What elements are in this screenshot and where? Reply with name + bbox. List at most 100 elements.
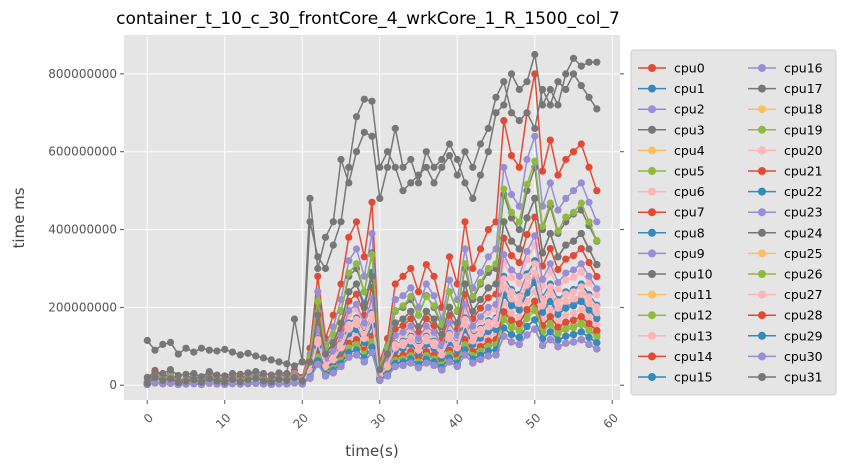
data-point-cpu7 <box>523 231 531 239</box>
data-point-cpu7 <box>352 290 361 298</box>
data-point-cpu0 <box>577 140 585 148</box>
data-point-cpu27 <box>461 320 469 329</box>
data-point-cpu20 <box>569 288 578 296</box>
data-point-cpu0 <box>538 167 547 175</box>
data-point-cpu22 <box>593 315 601 323</box>
legend-marker <box>648 146 656 155</box>
data-point-cpu0 <box>469 264 477 273</box>
data-point-cpu17 <box>391 163 399 171</box>
data-point-cpu10 <box>569 54 578 62</box>
data-point-cpu27 <box>391 344 399 352</box>
data-point-cpu2 <box>399 292 407 300</box>
data-point-cpu30 <box>500 332 508 340</box>
y-tick-label: 0 <box>109 378 117 392</box>
data-point-cpu10 <box>383 163 392 171</box>
legend-entry-cpu18: cpu18 <box>748 102 823 117</box>
data-point-cpu10 <box>205 346 213 354</box>
data-point-cpu30 <box>407 359 415 367</box>
data-point-cpu12 <box>360 288 368 296</box>
data-point-cpu31 <box>143 379 151 387</box>
data-point-cpu22 <box>546 298 554 306</box>
legend-label: cpu5 <box>674 164 705 179</box>
data-point-cpu30 <box>562 339 570 347</box>
data-point-cpu27 <box>314 339 322 347</box>
data-point-cpu10 <box>554 101 562 109</box>
data-point-cpu10 <box>174 350 182 358</box>
data-point-cpu21 <box>562 318 570 326</box>
data-point-cpu16 <box>577 260 585 268</box>
data-point-cpu0 <box>345 233 353 241</box>
data-point-cpu17 <box>143 373 151 381</box>
data-point-cpu22 <box>538 308 547 316</box>
data-point-cpu30 <box>430 361 438 369</box>
data-point-cpu16 <box>399 328 407 336</box>
data-point-cpu12 <box>593 236 601 245</box>
data-point-cpu21 <box>546 313 554 321</box>
data-point-cpu7 <box>577 245 585 253</box>
data-point-cpu12 <box>515 218 523 226</box>
legend-entry-cpu14: cpu14 <box>638 349 713 364</box>
data-point-cpu16 <box>469 322 477 330</box>
data-point-cpu20 <box>577 283 585 291</box>
data-point-cpu16 <box>407 322 415 330</box>
legend-marker <box>758 146 766 155</box>
data-point-cpu12 <box>562 213 570 221</box>
data-point-cpu31 <box>414 323 423 331</box>
data-point-cpu13 <box>554 317 562 325</box>
data-point-cpu6 <box>554 285 562 293</box>
legend-label: cpu30 <box>784 349 823 364</box>
data-point-cpu17 <box>554 78 562 86</box>
data-point-cpu10 <box>321 233 330 241</box>
data-point-cpu31 <box>523 214 531 222</box>
data-point-cpu10 <box>306 194 314 202</box>
data-point-cpu20 <box>562 290 570 298</box>
data-point-cpu31 <box>360 303 368 311</box>
data-point-cpu31 <box>538 249 547 257</box>
data-point-cpu26 <box>577 320 585 329</box>
data-point-cpu12 <box>352 260 361 268</box>
data-point-cpu30 <box>492 351 500 359</box>
legend-label: cpu27 <box>784 287 823 302</box>
legend-label: cpu20 <box>784 143 823 158</box>
data-point-cpu2 <box>515 202 523 210</box>
legend-marker <box>648 249 656 258</box>
data-point-cpu6 <box>569 273 578 281</box>
data-point-cpu13 <box>507 309 516 317</box>
data-point-cpu31 <box>422 307 430 315</box>
x-tick-label: 50 <box>523 411 544 432</box>
legend-label: cpu22 <box>784 184 823 199</box>
data-point-cpu26 <box>569 324 578 332</box>
data-point-cpu31 <box>492 280 500 288</box>
data-point-cpu27 <box>360 334 368 343</box>
data-point-cpu16 <box>500 250 508 259</box>
data-point-cpu6 <box>562 276 570 284</box>
data-point-cpu20 <box>507 288 516 296</box>
data-point-cpu29 <box>352 346 361 354</box>
data-point-cpu10 <box>422 148 430 156</box>
data-point-cpu27 <box>515 299 523 308</box>
data-point-cpu27 <box>531 269 539 277</box>
legend-entry-cpu28: cpu28 <box>748 308 823 323</box>
data-point-cpu30 <box>151 379 159 387</box>
data-point-cpu17 <box>190 369 198 378</box>
data-point-cpu17 <box>515 117 523 125</box>
data-point-cpu27 <box>577 290 585 298</box>
data-point-cpu10 <box>414 179 423 187</box>
data-point-cpu12 <box>569 208 578 216</box>
data-point-cpu10 <box>197 344 206 352</box>
data-point-cpu10 <box>228 348 237 356</box>
data-point-cpu12 <box>531 157 539 165</box>
x-axis-label: time(s) <box>345 442 398 460</box>
legend-label: cpu10 <box>674 267 713 282</box>
legend-marker <box>648 125 656 134</box>
data-point-cpu29 <box>577 328 585 336</box>
data-point-cpu16 <box>569 266 578 274</box>
data-point-cpu31 <box>197 378 206 386</box>
data-point-cpu26 <box>523 314 531 322</box>
data-point-cpu31 <box>593 261 601 269</box>
data-point-cpu20 <box>531 260 539 268</box>
data-point-cpu13 <box>585 313 593 321</box>
data-point-cpu17 <box>414 171 423 179</box>
data-point-cpu2 <box>562 194 570 202</box>
data-point-cpu31 <box>221 378 229 386</box>
